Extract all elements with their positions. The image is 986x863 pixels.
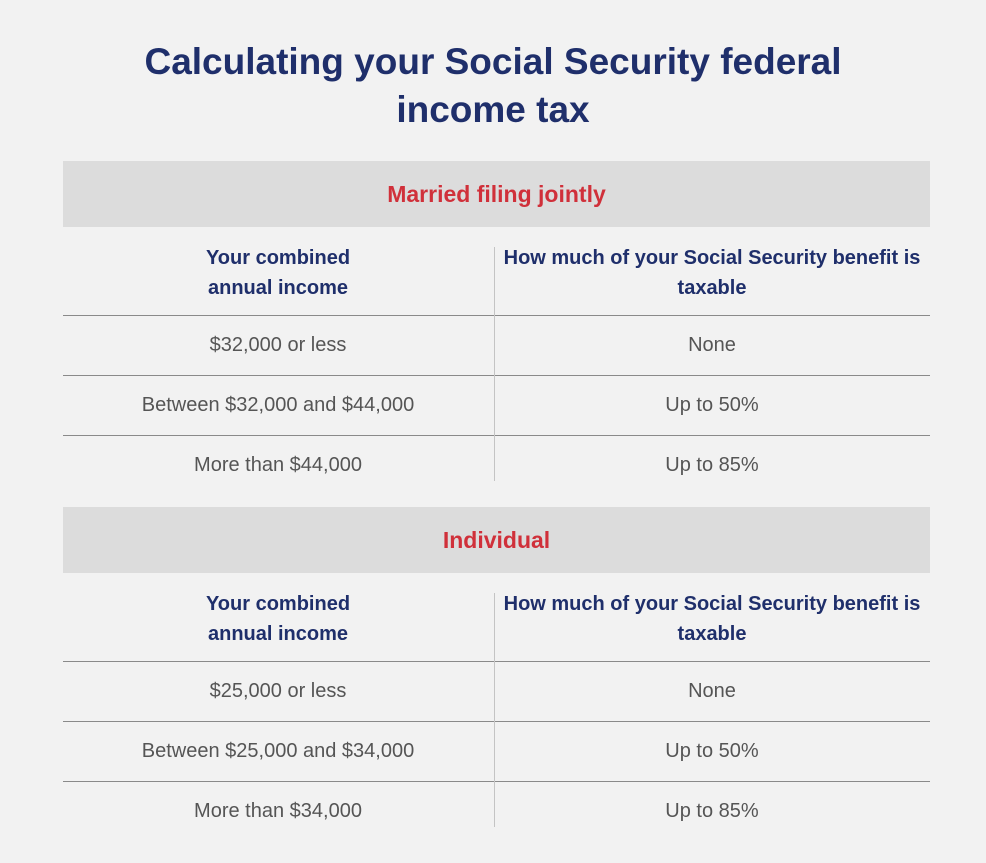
title: Calculating your Social Security federal… (144, 41, 842, 130)
column-divider (494, 247, 495, 481)
column-header: How much of your Social Security benefit… (503, 247, 921, 299)
table-cell: None (688, 334, 736, 356)
row-divider (63, 315, 930, 316)
table-cell: Up to 50% (665, 394, 759, 416)
table-cell: Between $32,000 and $44,000 (141, 394, 415, 416)
section-band (63, 161, 930, 227)
column-divider (494, 593, 495, 827)
table-cell: $32,000 or less (209, 334, 347, 356)
column-header: Your combined annual income (205, 593, 351, 645)
table-cell: $25,000 or less (209, 680, 347, 702)
table-cell: Up to 85% (665, 454, 759, 476)
section-title: Individual (442, 527, 551, 553)
table-cell: Between $25,000 and $34,000 (141, 740, 415, 762)
row-divider (63, 661, 930, 662)
table-cell: More than $44,000 (194, 454, 362, 476)
row-divider (63, 375, 930, 376)
table-cell: More than $34,000 (194, 800, 362, 822)
row-divider (63, 435, 930, 436)
table-cell: Up to 85% (665, 800, 759, 822)
section-band (63, 507, 930, 573)
row-divider (63, 781, 930, 782)
column-header: Your combined annual income (205, 247, 351, 299)
row-divider (63, 721, 930, 722)
column-header: How much of your Social Security benefit… (503, 593, 921, 645)
section-title: Married filing jointly (387, 181, 606, 207)
table-cell: None (688, 680, 736, 702)
table-cell: Up to 50% (665, 740, 759, 762)
